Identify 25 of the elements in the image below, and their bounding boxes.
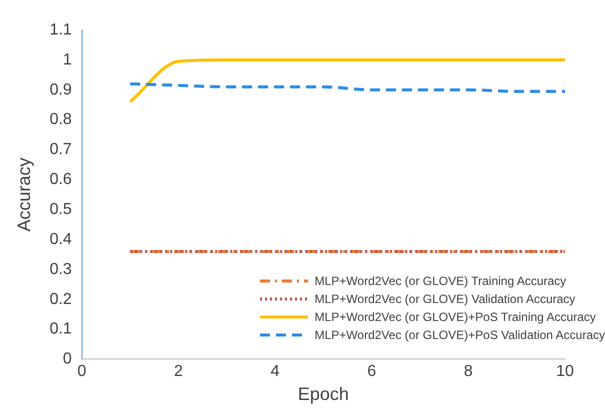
legend-label: MLP+Word2Vec (or GLOVE)+PoS Training Accuracy <box>314 309 596 326</box>
y-tick-label: 0.4 <box>50 230 72 248</box>
y-tick-label: 0.6 <box>50 171 72 188</box>
y-tick-label: 0.3 <box>50 260 72 278</box>
x-tick-label: 6 <box>367 363 376 380</box>
y-tick-label: 0 <box>62 350 72 368</box>
x-axis-title: Epoch <box>298 384 349 404</box>
y-tick-label: 0.7 <box>50 141 72 158</box>
y-tick-label: 0.1 <box>50 320 72 338</box>
y-tick-label: 0.9 <box>50 81 72 98</box>
y-axis-title: Accuracy <box>14 158 34 232</box>
legend-label: MLP+Word2Vec (or GLOVE)+PoS Validation Accuracy <box>314 327 605 344</box>
x-tick-label: 2 <box>174 363 184 380</box>
y-tick-label: 0.5 <box>50 200 72 218</box>
line-series <box>128 82 565 93</box>
x-tick-label: 4 <box>270 363 280 380</box>
y-tick-label: 1 <box>62 51 72 68</box>
y-tick-label: 0.2 <box>50 290 72 308</box>
x-tick-label: 10 <box>556 363 574 380</box>
legend-label: MLP+Word2Vec (or GLOVE) Validation Accuracy <box>314 291 576 308</box>
legend-label: MLP+Word2Vec (or GLOVE) Training Accuracy <box>314 273 566 290</box>
x-tick-label: 0 <box>77 363 86 380</box>
y-tick-label: 1.1 <box>50 21 72 38</box>
y-tick-label: 0.8 <box>50 111 72 128</box>
x-tick-label: 8 <box>464 363 473 380</box>
